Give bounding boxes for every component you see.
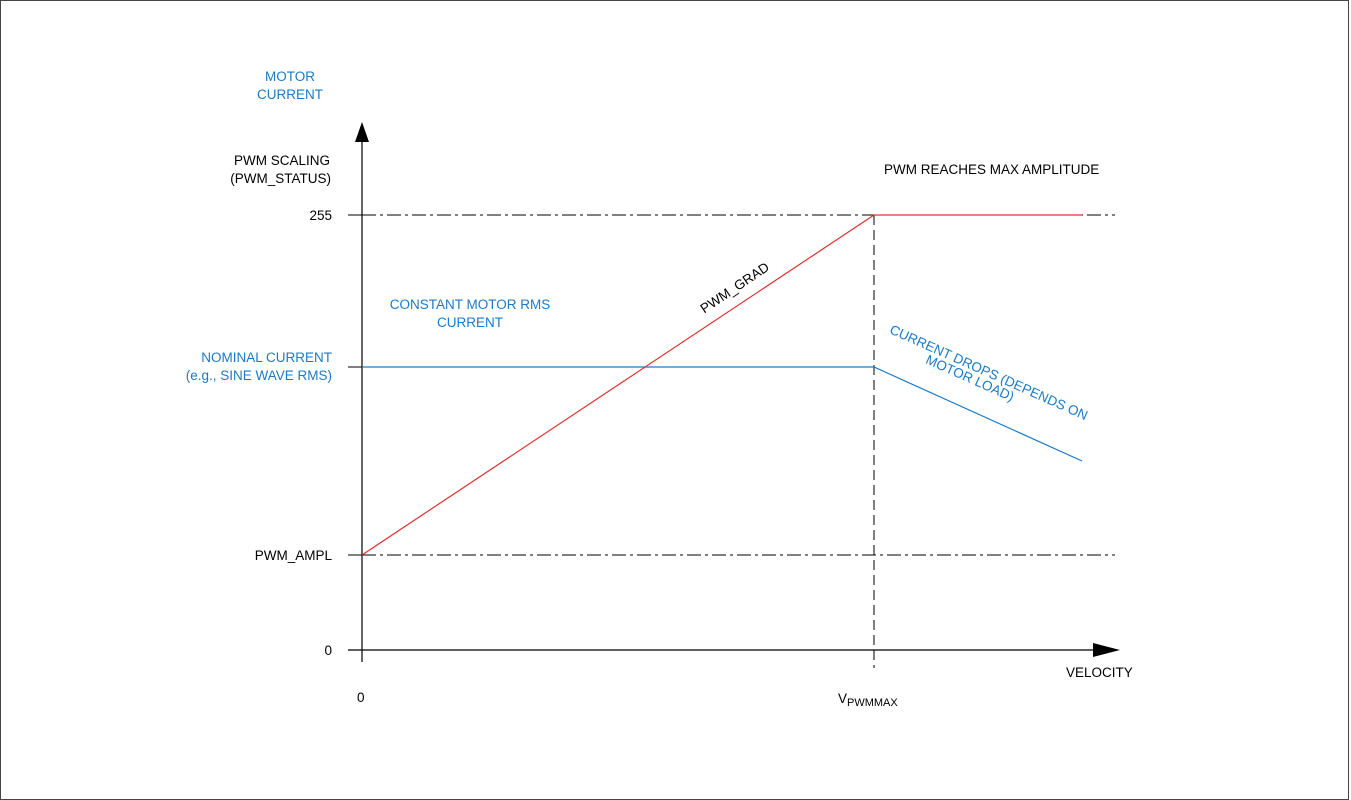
annotation-pwm-max: PWM REACHES MAX AMPLITUDE xyxy=(884,162,1100,177)
motor-current-line xyxy=(362,366,1083,462)
y-tick-nominal-line2: (e.g., SINE WAVE RMS) xyxy=(185,368,332,383)
pwm-scaling-line xyxy=(361,214,1082,556)
y-axis-title-current-line2: CURRENT xyxy=(257,87,323,102)
y-tick-255: 255 xyxy=(309,208,332,223)
x-axis-title: VELOCITY xyxy=(1066,665,1133,680)
y-axis-title-pwm-line1: PWM SCALING xyxy=(233,153,330,168)
y-axis-title-current-line1: MOTOR xyxy=(265,69,315,84)
x-tick-zero: 0 xyxy=(357,690,365,705)
y-tick-zero: 0 xyxy=(324,643,332,658)
y-axis-arrow xyxy=(355,122,369,142)
y-tick-nominal-line1: NOMINAL CURRENT xyxy=(201,350,332,365)
annotation-constant-current-line2: CURRENT xyxy=(437,315,503,330)
x-tick-vpwmmax-main: V xyxy=(838,691,848,706)
x-tick-vpwmmax-sub: PWMMAX xyxy=(847,697,898,709)
x-tick-vpwmmax: VPWMMAX xyxy=(838,690,898,709)
y-tick-pwm-ampl: PWM_AMPL xyxy=(254,548,332,563)
x-axis-arrow xyxy=(1093,643,1120,657)
annotation-constant-current-line1: CONSTANT MOTOR RMS xyxy=(389,297,551,312)
y-axis-title-pwm-line2: (PWM_STATUS) xyxy=(230,171,331,186)
